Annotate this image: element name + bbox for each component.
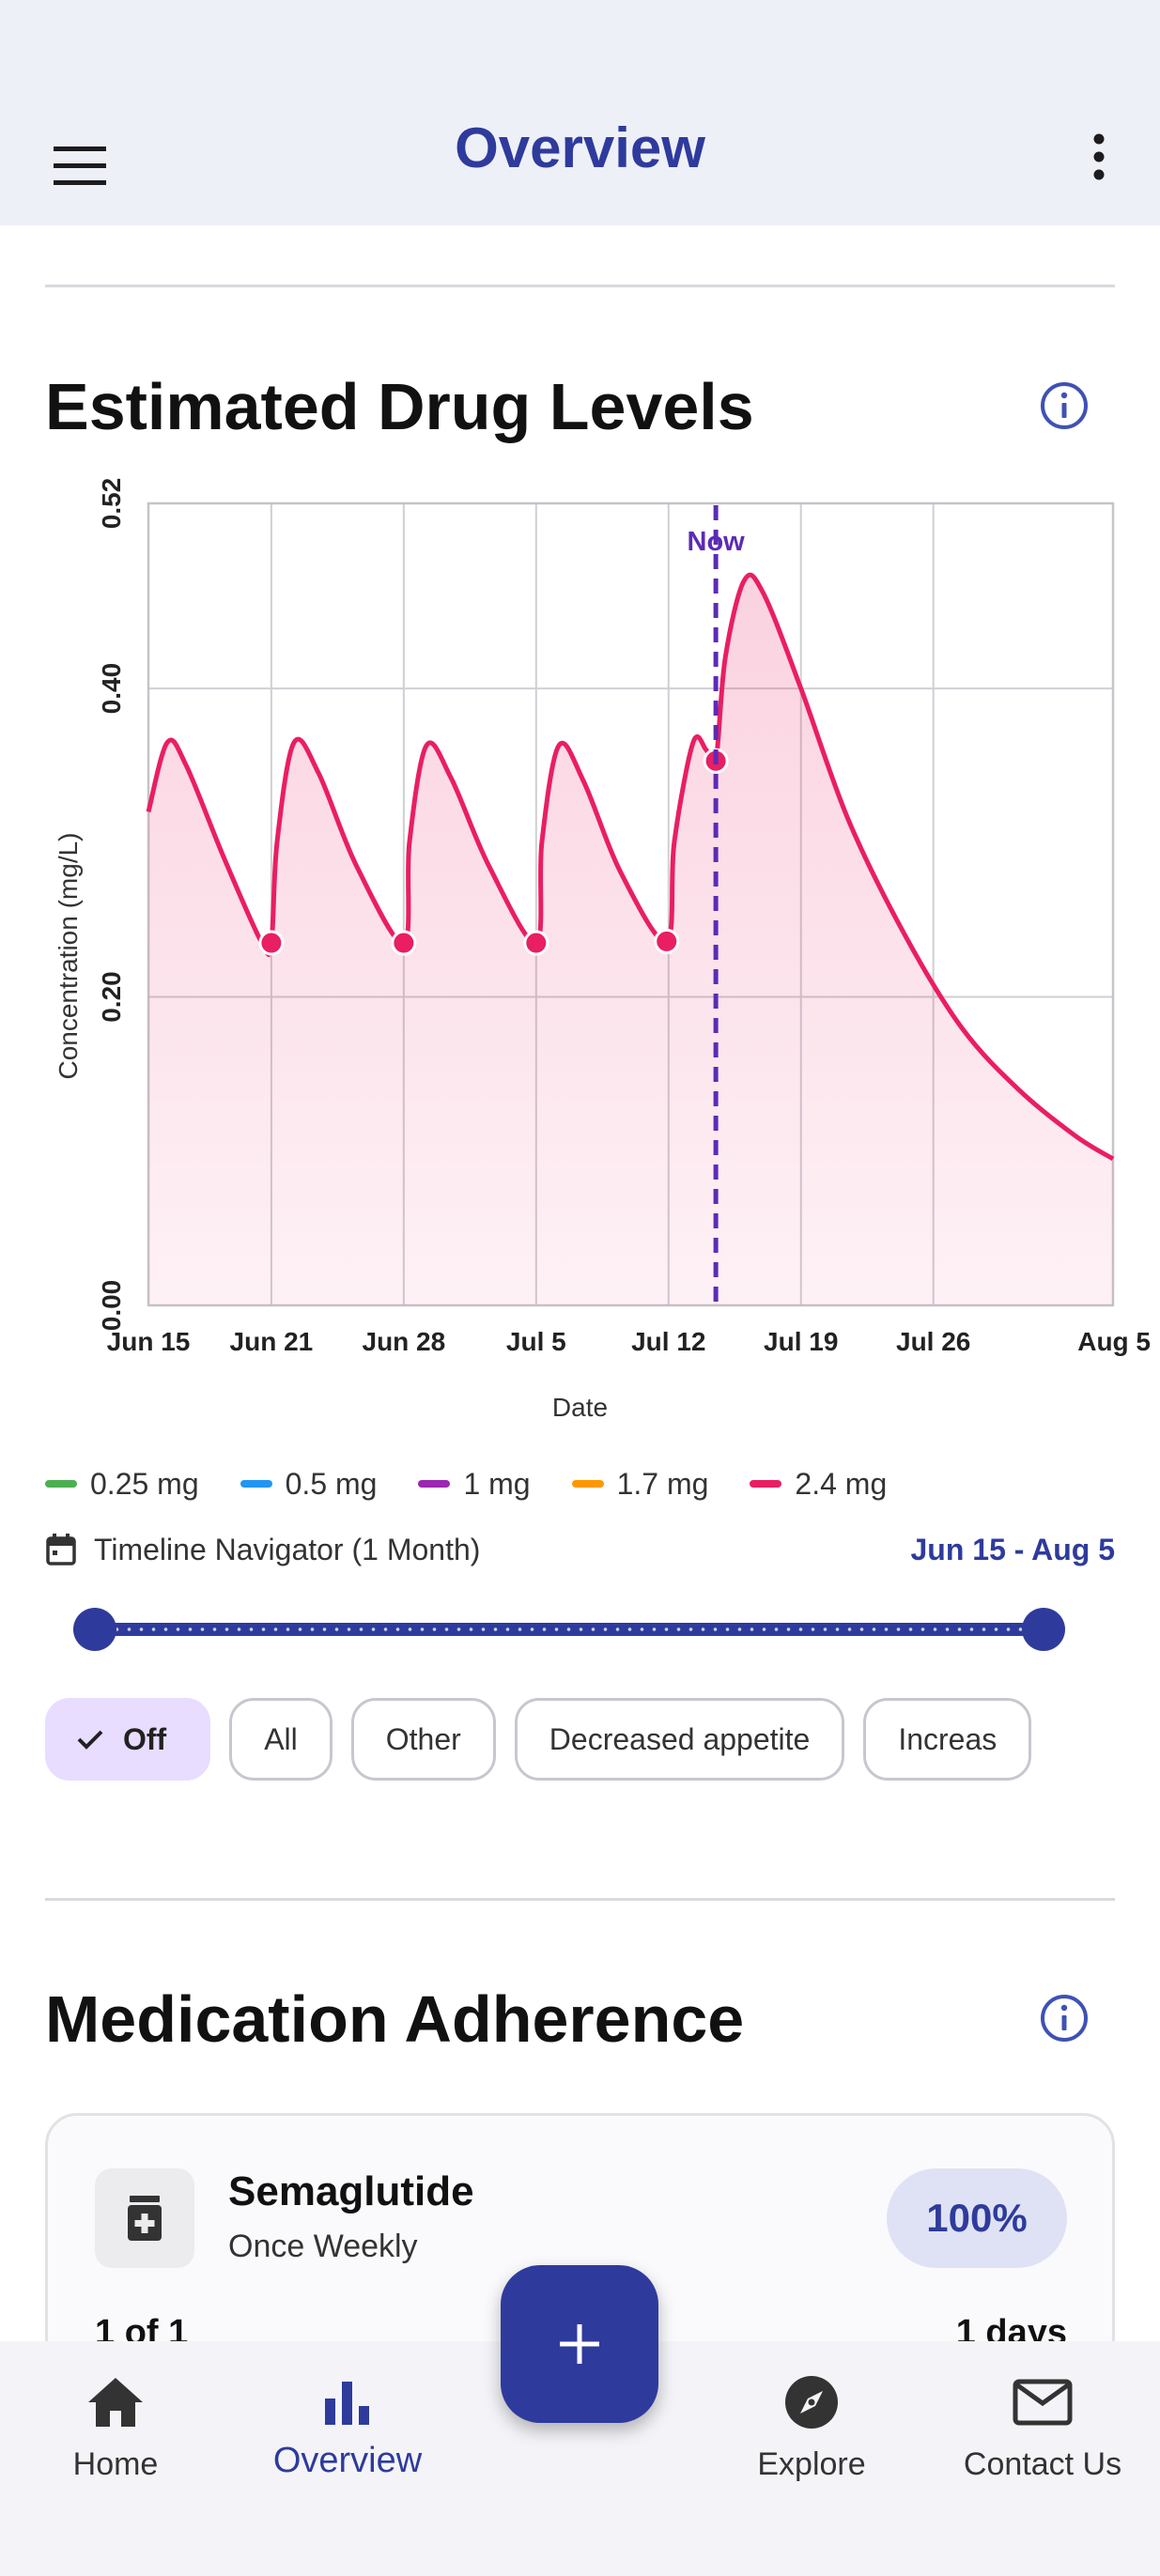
nav-item-home[interactable]: Home bbox=[12, 2369, 219, 2510]
drug-level-chart[interactable]: Now 0.00 0.20 0.40 0.52 Jun 15 Jun 21 Jun 28 Jul… bbox=[0, 470, 1160, 1446]
legend-item[interactable]: 1.7 mg bbox=[571, 1466, 709, 1502]
bar-chart-icon bbox=[325, 2382, 369, 2425]
dose-marker bbox=[654, 928, 680, 954]
calendar-icon bbox=[46, 1534, 76, 1566]
x-tick-label: Jun 15 bbox=[107, 1327, 191, 1356]
y-axis-title: Concentration (mg/L) bbox=[54, 832, 83, 1079]
timeline-label: Timeline Navigator (1 Month) bbox=[94, 1532, 481, 1566]
timeline-navigator: Timeline Navigator (1 Month) Jun 15 - Au… bbox=[45, 1526, 1115, 1573]
legend-label: 2.4 mg bbox=[795, 1466, 888, 1501]
legend-swatch bbox=[571, 1480, 604, 1488]
nav-label-contact-us: Contact Us bbox=[963, 2446, 1122, 2482]
section-divider bbox=[45, 1898, 1115, 1901]
dose-marker bbox=[391, 930, 417, 956]
legend-item[interactable]: 0.5 mg bbox=[240, 1466, 378, 1502]
filter-chip-label: Other bbox=[385, 1721, 461, 1756]
timeline-range: Jun 15 - Aug 5 bbox=[910, 1532, 1115, 1566]
series-line bbox=[146, 572, 1115, 1162]
more-vertical-icon bbox=[1093, 133, 1105, 180]
x-tick-label: Jul 26 bbox=[896, 1327, 970, 1356]
x-tick-label: Jun 28 bbox=[363, 1327, 446, 1356]
adherence-title: Medication Adherence bbox=[45, 1982, 745, 2056]
x-tick-label: Jul 5 bbox=[506, 1327, 566, 1356]
x-tick-label: Jul 19 bbox=[764, 1327, 838, 1356]
timeline-range-slider[interactable] bbox=[73, 1606, 1065, 1653]
legend-swatch bbox=[45, 1480, 77, 1488]
top-app-bar: Overview bbox=[0, 94, 1160, 225]
slider-ticks bbox=[111, 1627, 1028, 1631]
x-tick-label: Aug 5 bbox=[1077, 1327, 1151, 1356]
series-area bbox=[148, 575, 1113, 1305]
medication-bottle-icon bbox=[128, 2196, 162, 2241]
legend-label: 1 mg bbox=[463, 1466, 531, 1501]
legend-label: 0.25 mg bbox=[90, 1466, 199, 1501]
y-tick-label: 0.20 bbox=[97, 971, 126, 1023]
check-icon bbox=[77, 1730, 103, 1750]
medication-name: Semaglutide bbox=[228, 2168, 474, 2214]
x-tick-label: Jul 12 bbox=[631, 1327, 705, 1356]
side-effect-filter-chips: Off All Other Decreased appetite Increas bbox=[45, 1698, 1115, 1784]
filter-chip[interactable]: Off bbox=[45, 1698, 211, 1781]
y-tick-label: 0.40 bbox=[97, 663, 126, 715]
filter-chip[interactable]: Increas bbox=[863, 1698, 1032, 1781]
nav-item-overview[interactable]: Overview bbox=[244, 2369, 451, 2510]
bottom-navigation-bar: Home Overview Explore Cont bbox=[0, 2341, 1160, 2576]
more-options-button[interactable] bbox=[1066, 115, 1132, 199]
legend-swatch bbox=[240, 1480, 272, 1488]
mail-icon bbox=[1013, 2379, 1073, 2426]
drug-levels-title: Estimated Drug Levels bbox=[45, 370, 754, 443]
nav-label-overview: Overview bbox=[272, 2441, 423, 2480]
filter-chip[interactable]: All bbox=[229, 1698, 333, 1781]
status-bar-area bbox=[0, 0, 1160, 94]
medication-icon-container bbox=[95, 2168, 194, 2268]
chart-legend: 0.25 mg 0.5 mg 1 mg 1.7 mg 2.4 mg bbox=[45, 1460, 887, 1507]
plus-icon bbox=[560, 2324, 599, 2364]
now-label: Now bbox=[688, 527, 746, 557]
info-icon[interactable] bbox=[1038, 1992, 1090, 2044]
nav-label-home: Home bbox=[72, 2446, 159, 2482]
x-axis-title: Date bbox=[552, 1393, 608, 1422]
filter-chip[interactable]: Other bbox=[350, 1698, 496, 1781]
menu-button[interactable] bbox=[38, 124, 122, 208]
filter-chip-label: All bbox=[264, 1721, 298, 1756]
legend-label: 1.7 mg bbox=[616, 1466, 709, 1501]
home-icon bbox=[88, 2378, 143, 2427]
filter-chip-label: Decreased appetite bbox=[549, 1721, 811, 1756]
info-icon[interactable] bbox=[1038, 379, 1090, 432]
y-tick-label: 0.52 bbox=[97, 478, 126, 530]
y-tick-label: 0.00 bbox=[97, 1280, 126, 1332]
nav-item-contact-us[interactable]: Contact Us bbox=[939, 2369, 1146, 2510]
legend-swatch bbox=[418, 1480, 451, 1488]
section-divider bbox=[45, 285, 1115, 287]
dose-marker bbox=[523, 930, 549, 956]
medication-frequency: Once Weekly bbox=[228, 2229, 418, 2264]
filter-chip-label: Increas bbox=[898, 1721, 998, 1756]
drug-level-chart-svg: Now 0.00 0.20 0.40 0.52 Jun 15 Jun 21 Jun 28 Jul… bbox=[54, 478, 1151, 1422]
hamburger-menu-icon bbox=[54, 147, 106, 185]
nav-item-explore[interactable]: Explore bbox=[708, 2369, 915, 2510]
slider-end-thumb[interactable] bbox=[1022, 1608, 1065, 1651]
adherence-percent-badge: 100% bbox=[887, 2168, 1067, 2268]
legend-label: 0.5 mg bbox=[285, 1466, 378, 1501]
legend-swatch bbox=[750, 1480, 782, 1488]
dose-marker bbox=[258, 930, 285, 956]
legend-item[interactable]: 1 mg bbox=[418, 1466, 531, 1502]
slider-start-thumb[interactable] bbox=[73, 1608, 116, 1651]
nav-label-explore: Explore bbox=[757, 2446, 866, 2482]
compass-icon bbox=[785, 2376, 838, 2429]
legend-item[interactable]: 0.25 mg bbox=[45, 1467, 199, 1502]
filter-chip[interactable]: Decreased appetite bbox=[514, 1698, 845, 1781]
x-tick-label: Jun 21 bbox=[230, 1327, 314, 1356]
page-title: Overview bbox=[455, 116, 705, 179]
filter-chip-label: Off bbox=[123, 1721, 167, 1756]
legend-item[interactable]: 2.4 mg bbox=[750, 1467, 887, 1502]
add-entry-fab[interactable] bbox=[501, 2265, 658, 2423]
